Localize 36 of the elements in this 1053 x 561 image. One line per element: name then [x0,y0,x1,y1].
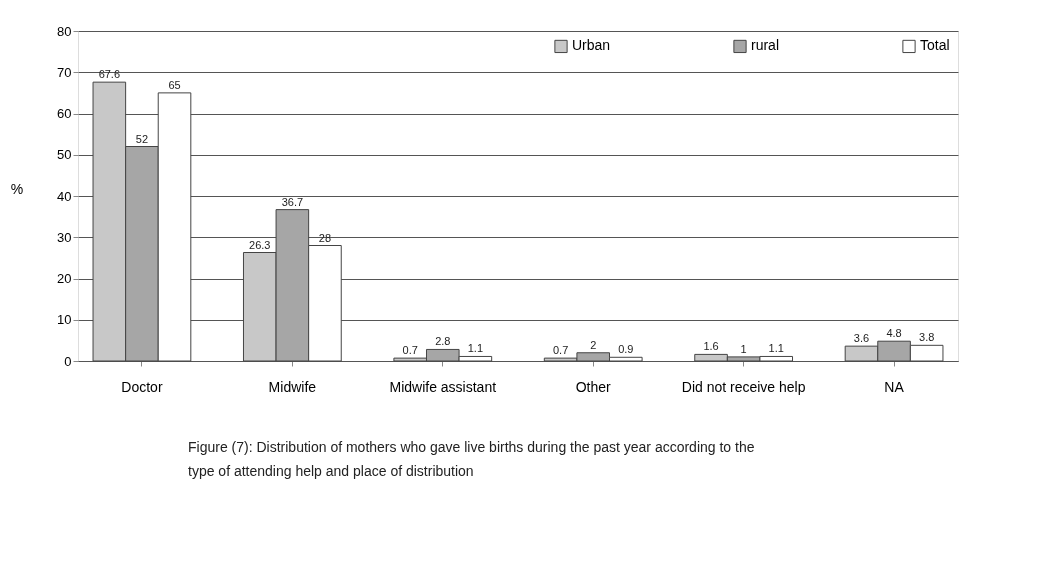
data-label: 1 [740,342,747,355]
x-tick-label: Did not receive help [681,378,806,395]
x-tick-label: Midwife [268,378,317,395]
data-label: 26.3 [249,238,271,251]
x-tick-label: NA [884,378,905,395]
data-label: 65 [168,78,181,91]
y-axis-title: % [10,180,24,197]
data-label: 0.7 [402,344,418,357]
data-label: 4.8 [886,327,902,340]
data-label: 52 [135,132,149,145]
data-label: 1.1 [467,342,484,355]
y-tick-label: 20 [57,271,72,286]
y-tick-label: 30 [57,229,72,245]
data-label: 3.6 [853,332,870,345]
data-label: 3.8 [919,331,935,344]
y-tick-label: 10 [57,312,72,328]
y-tick-label: 80 [57,23,72,39]
legend-label: Total [920,37,950,54]
y-tick-label: 50 [57,147,72,163]
data-label: 1.1 [768,342,784,355]
data-label: 2 [590,338,597,351]
data-label: 0.7 [552,344,569,357]
data-label: 1.6 [703,340,719,353]
data-label: 36.7 [281,195,304,208]
data-label: 0.9 [618,343,634,356]
y-tick-label: 70 [57,64,72,80]
x-tick-label: Doctor [121,378,163,395]
legend-label: Urban [572,37,611,54]
text: Figure (7): Distribution of mothers who gave live births during the past year according to the type of attending help and place of distribution [188,439,755,479]
data-label: 2.8 [435,335,451,348]
x-tick-label: Other [575,378,612,395]
y-tick-label: 60 [57,106,72,121]
y-tick-label: 40 [57,188,72,204]
x-tick-label: Midwife assistant [389,378,497,395]
y-tick-label: 0 [64,353,72,369]
legend-label: rural [751,37,780,54]
